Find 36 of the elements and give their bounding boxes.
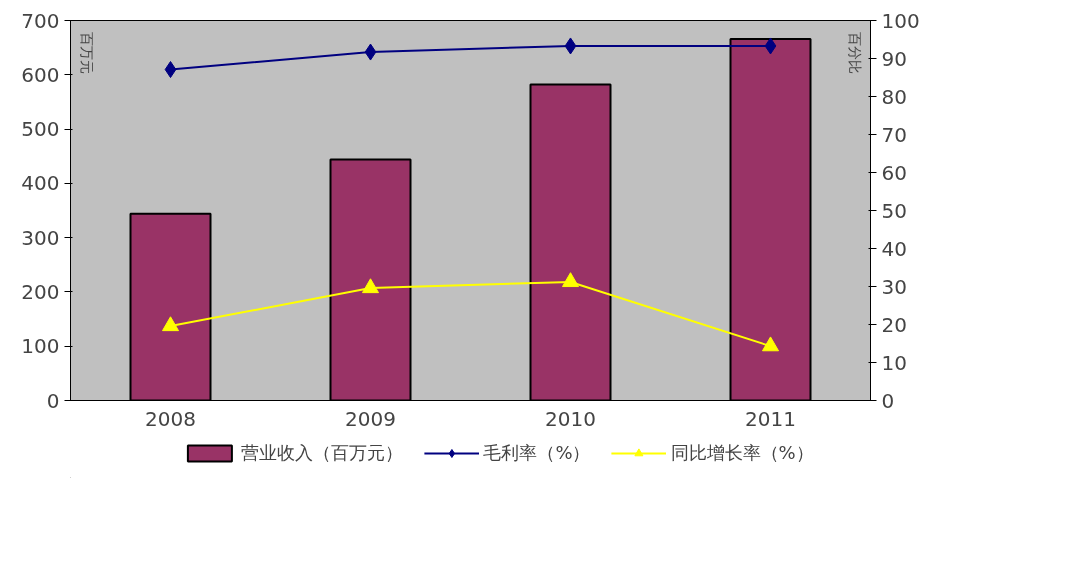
y2-tick-label: 80 [881,84,907,109]
point [164,61,177,79]
point [764,37,777,55]
point [762,336,779,352]
y2-tick-label: 0 [881,388,895,413]
x-tick-label: 2010 [545,406,596,431]
annotation: 百万元 [78,31,95,74]
y-tick-label: 600 [21,62,60,87]
point [364,43,377,61]
annotation: 百分比 [846,31,863,74]
y-tick-label: 500 [21,117,60,142]
x-tick-label: 2009 [345,406,396,431]
x-tick-label: 2011 [745,406,796,431]
point [362,278,379,294]
y2-tick-label: 10 [881,350,907,375]
point [562,272,579,288]
y-tick-label: 700 [21,8,60,33]
y-tick-label: 200 [21,279,60,304]
y-tick-label: 0 [46,388,60,413]
legend-label: 毛利率（%） [483,441,591,465]
y-tick-label: 300 [21,225,60,250]
y2-tick-label: 70 [881,122,907,147]
legend-label: 同比增长率（%） [670,441,814,465]
x-tick-label: 2008 [145,406,196,431]
y2-tick-label: 40 [881,236,907,261]
y2-tick-label: 60 [881,160,907,185]
y-tick-label: 100 [21,334,60,359]
y2-tick-label: 90 [881,46,907,71]
y2-tick-label: 100 [881,8,920,33]
y-tick-label: 400 [21,171,60,196]
point [564,37,577,55]
legend-label: 营业收入（百万元） [241,441,404,465]
point [162,316,179,332]
y2-tick-label: 20 [881,312,907,337]
y2-tick-label: 50 [881,198,907,223]
y2-tick-label: 30 [881,274,907,299]
